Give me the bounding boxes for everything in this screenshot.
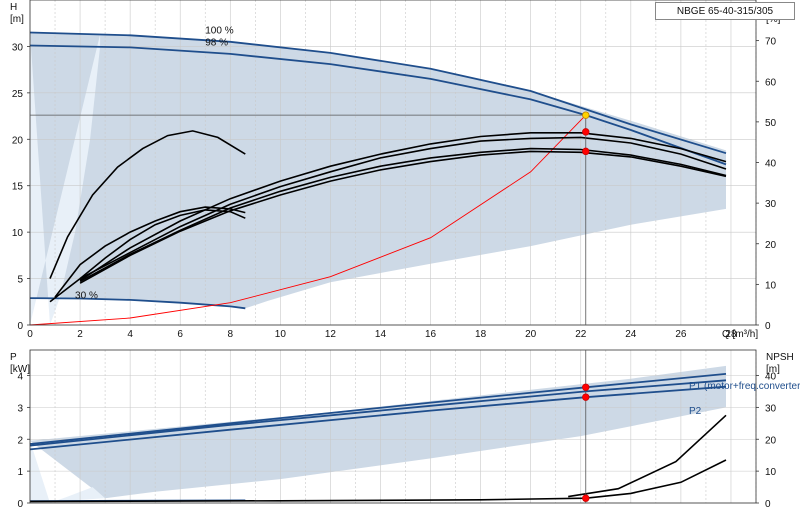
y-right-tick-label: 60 [765, 77, 777, 88]
operating-point [582, 147, 590, 156]
x-tick-label: 0 [27, 329, 33, 340]
x-tick-label: 18 [475, 329, 487, 340]
y-right-tick-label: 10 [765, 280, 777, 291]
series-line [79, 147, 727, 283]
y-right-tick-label: 20 [765, 435, 777, 446]
series-line [49, 130, 246, 279]
series-line [49, 209, 246, 303]
series-line [79, 150, 727, 284]
pump-model-title: NBGE 65-40-315/305 [655, 2, 795, 20]
y-left-tick-label: 10 [12, 228, 24, 239]
low-flow-area [30, 32, 101, 325]
series-line [79, 132, 727, 282]
y-right-tick-label: 70 [765, 37, 777, 48]
x-tick-label: 28 [725, 329, 737, 340]
series-line [29, 44, 727, 166]
series-label-p1: P1 (motor+freq.converter) [689, 381, 800, 392]
series-line [79, 136, 727, 280]
series-line [568, 414, 727, 498]
series-line [29, 31, 727, 155]
series-line [29, 297, 246, 310]
annotation-98-percent: 98 % [205, 38, 228, 49]
y-right-tick-label: 0 [765, 499, 771, 510]
y-right-tick-label: 50 [765, 118, 777, 129]
series-line [29, 373, 727, 445]
x-tick-label: 2 [77, 329, 83, 340]
x-tick-label: 6 [177, 329, 183, 340]
y-left-tick-label: 2 [17, 435, 23, 446]
x-tick-label: 26 [675, 329, 687, 340]
low-flow-area [30, 440, 106, 503]
series-line [29, 114, 587, 326]
operating-point [582, 383, 590, 391]
operating-point [582, 111, 590, 119]
y-right-tick-label: 40 [765, 372, 777, 383]
annotation-30-percent: 30 % [75, 291, 98, 302]
series-line [29, 385, 727, 451]
x-tick-label: 4 [127, 329, 133, 340]
operating-point [582, 393, 590, 401]
y-left-tick-label: 25 [12, 89, 24, 100]
plot-frame [29, 349, 757, 504]
x-tick-label: 12 [325, 329, 337, 340]
y-right-axis-label: NPSH [766, 352, 794, 363]
operating-range-area [30, 365, 726, 499]
y-left-axis-unit: [kW] [10, 364, 30, 375]
y-left-tick-label: 3 [17, 403, 23, 414]
x-tick-label: 8 [227, 329, 233, 340]
operating-point [582, 494, 590, 502]
y-right-tick-label: 10 [765, 467, 777, 478]
series-line [29, 379, 727, 447]
x-tick-label: 24 [625, 329, 637, 340]
y-left-tick-label: 4 [17, 372, 23, 383]
annotation-100-percent: 100 % [205, 25, 233, 36]
y-right-axis-unit: [m] [766, 364, 780, 375]
y-right-tick-label: 20 [765, 240, 777, 251]
y-right-tick-label: 0 [765, 321, 771, 332]
y-right-tick-label: 40 [765, 159, 777, 170]
y-left-tick-label: 15 [12, 182, 24, 193]
y-right-tick-label: 30 [765, 403, 777, 414]
y-left-axis-label: P [10, 352, 17, 363]
x-tick-label: 20 [525, 329, 537, 340]
y-left-axis-unit: [m] [10, 14, 24, 25]
series-label-p2: P2 [689, 406, 702, 417]
x-tick-label: 22 [575, 329, 587, 340]
operating-point [582, 128, 590, 136]
y-left-tick-label: 30 [12, 42, 24, 53]
y-left-tick-label: 0 [17, 499, 23, 510]
y-left-tick-label: 20 [12, 135, 24, 146]
x-axis-label: Q [m³/h] [722, 329, 758, 340]
x-tick-label: 16 [425, 329, 437, 340]
y-left-tick-label: 0 [17, 321, 23, 332]
y-right-tick-label: 30 [765, 199, 777, 210]
y-left-tick-label: 5 [17, 275, 23, 286]
series-line [54, 206, 246, 298]
x-tick-label: 10 [275, 329, 287, 340]
x-tick-label: 14 [375, 329, 387, 340]
y-left-tick-label: 1 [17, 467, 23, 478]
y-left-axis-label: H [10, 2, 17, 13]
